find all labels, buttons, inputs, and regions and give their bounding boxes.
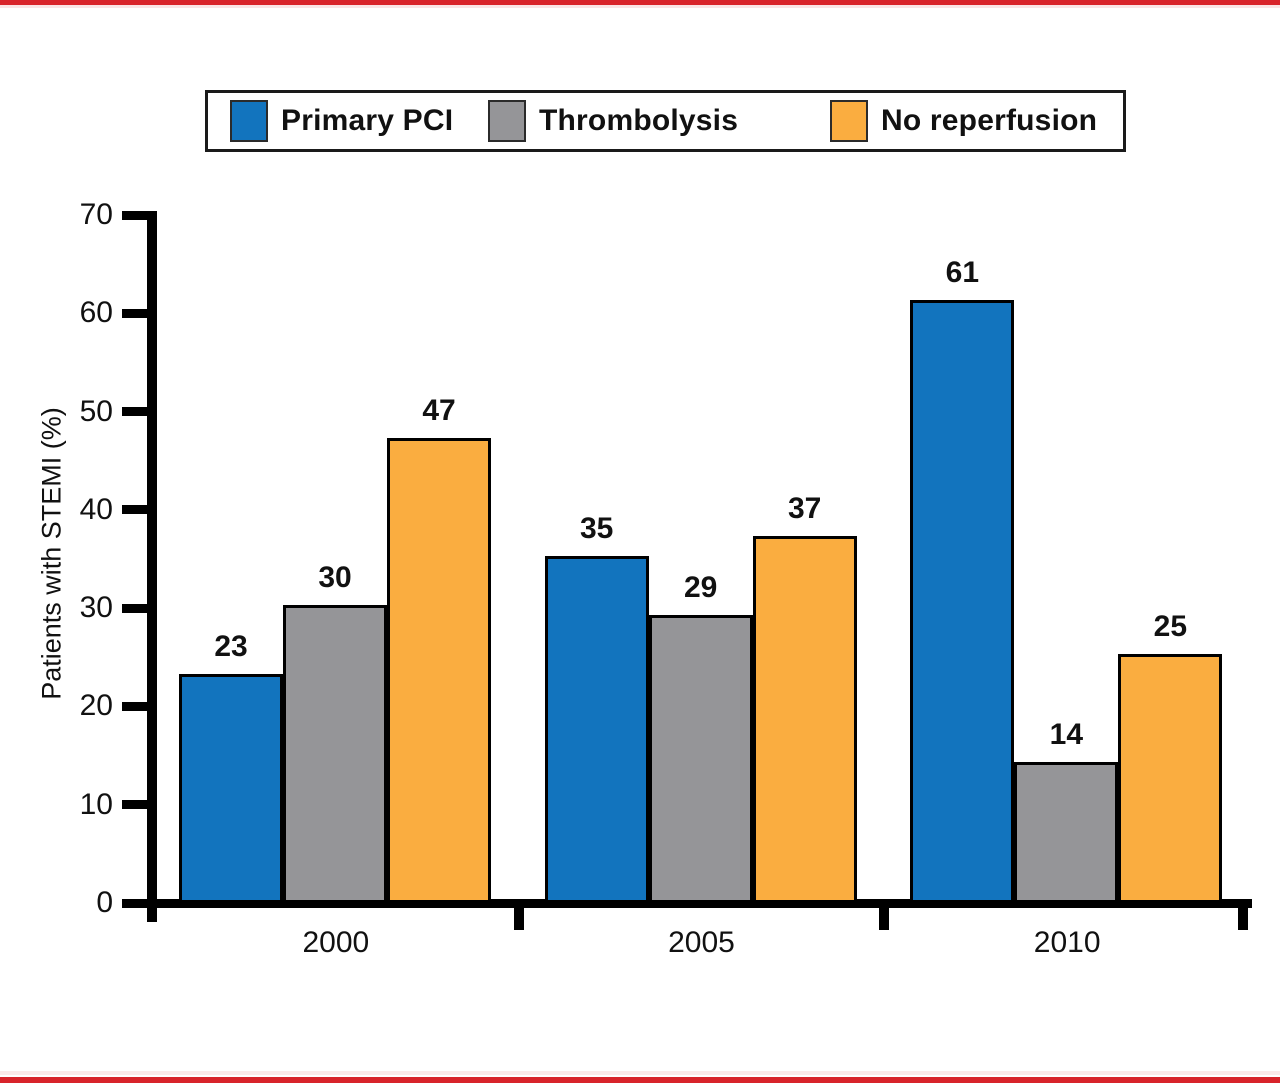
x-tick [879,899,890,930]
y-tick-label: 50 [79,394,113,428]
value-label-thrombolysis-2000: 30 [318,561,352,595]
bar-primary-pci-2005 [544,556,649,903]
top-rule-shadow [0,5,1280,8]
y-tick [122,603,148,613]
y-tick-label: 30 [79,591,113,625]
value-label-primary-pci-2005: 35 [579,512,614,545]
y-axis-title: Patients with STEMI (%) [36,407,67,700]
y-tick-label: 20 [79,689,113,723]
legend-label: Thrombolysis [539,104,739,137]
bottom-rule-shadow [0,1071,1280,1075]
y-tick-label: 60 [79,296,113,330]
x-category-label-2010: 2010 [1033,926,1101,959]
bar-primary-pci-2000 [179,673,283,903]
bar-no-reperfusion-2005 [752,536,857,903]
y-tick-label: 70 [79,198,113,231]
bar-thrombolysis-2005 [648,614,753,903]
legend-item-thrombolysis: Thrombolysis [488,93,738,149]
value-label-thrombolysis-2005: 29 [683,570,718,604]
x-axis-line [122,899,1252,908]
legend-swatch-primary-pci-icon [230,100,268,142]
legend-label: Primary PCI [281,104,454,137]
value-label-no-reperfusion-2005: 37 [787,492,822,526]
x-tick [513,899,524,930]
value-label-primary-pci-2000: 23 [214,629,248,663]
value-label-thrombolysis-2010: 14 [1049,718,1084,752]
y-tick-label: 0 [96,886,113,919]
bar-primary-pci-2010 [910,300,1015,903]
y-tick [122,701,148,711]
top-rule [0,0,1280,5]
bar-no-reperfusion-2010 [1118,654,1223,903]
bar-thrombolysis-2010 [1014,762,1119,903]
legend-item-primary-pci: Primary PCI [230,93,453,149]
bar-thrombolysis-2000 [283,605,387,903]
y-tick [122,505,148,515]
value-label-primary-pci-2010: 61 [945,256,980,290]
x-category-label-2005: 2005 [668,926,735,959]
x-tick [1238,899,1248,930]
x-category-label-2000: 2000 [302,926,370,959]
value-label-no-reperfusion-2010: 25 [1153,610,1188,644]
legend-swatch-thrombolysis-icon [488,100,526,142]
y-tick [122,898,148,908]
y-tick [122,308,148,318]
y-tick-label: 10 [79,787,113,821]
y-tick [122,407,148,417]
legend: Primary PCI Thrombolysis No reperfusion [205,90,1126,152]
bottom-rule [0,1077,1280,1083]
value-label-no-reperfusion-2000: 47 [422,394,456,428]
bar-no-reperfusion-2000 [387,438,491,903]
y-tick [122,800,148,810]
legend-label: No reperfusion [881,104,1098,137]
legend-item-no-reperfusion: No reperfusion [830,93,1097,149]
legend-swatch-no-reperfusion-icon [830,100,868,142]
y-tick-label: 40 [79,492,113,526]
y-tick [122,210,148,220]
y-axis-line [147,211,157,922]
